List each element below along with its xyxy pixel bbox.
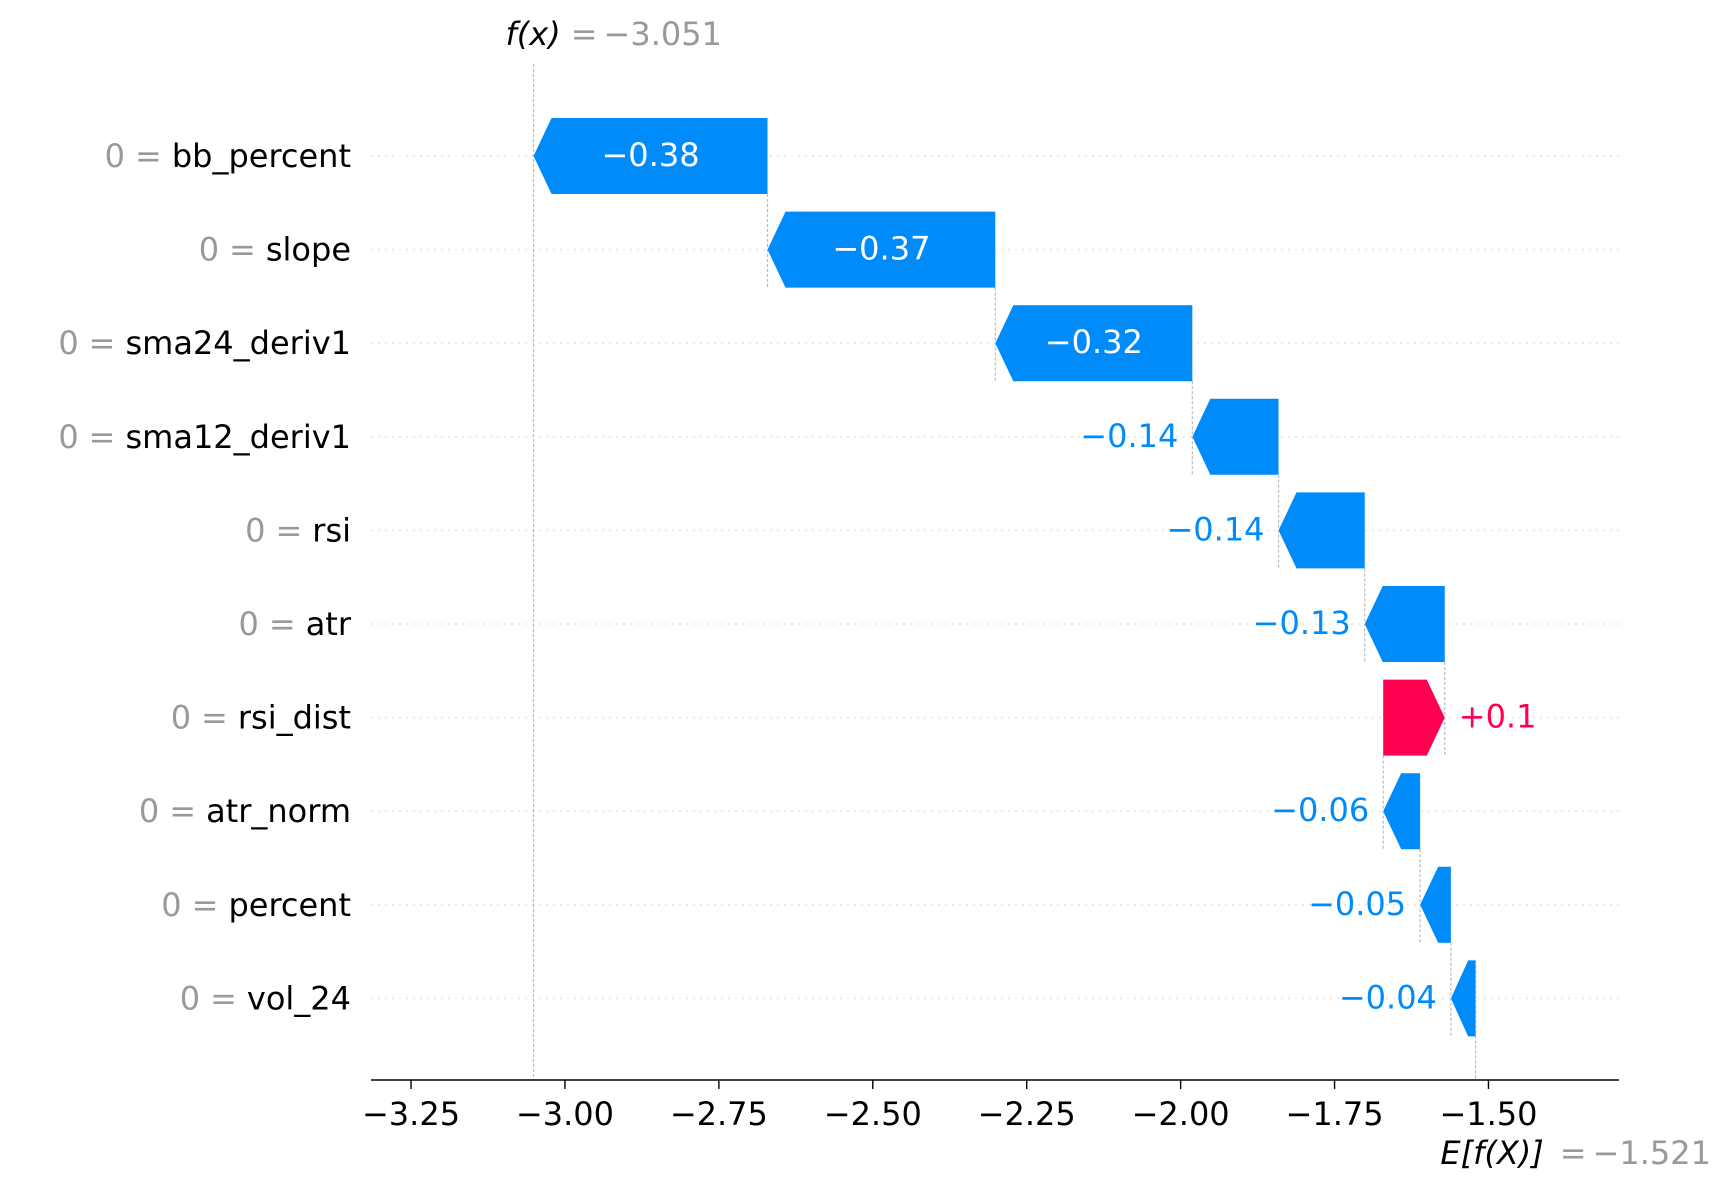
equals: =	[571, 15, 598, 53]
equals: =	[210, 979, 237, 1017]
output-label: f(x) = −3.051	[506, 15, 722, 53]
feature-name: sma24_deriv1	[125, 324, 351, 362]
feature-value: 0	[58, 324, 78, 362]
equals: =	[229, 231, 256, 269]
feature-name: vol_24	[247, 979, 351, 1017]
bar	[1450, 960, 1476, 1037]
bar	[995, 305, 1193, 382]
x-tick-label: −3.25	[362, 1095, 460, 1133]
value-label: +0.1	[1459, 698, 1537, 736]
feature-value: 0	[139, 792, 159, 830]
value-label: −0.05	[1308, 885, 1406, 923]
bar	[1383, 679, 1445, 756]
value-label: −0.04	[1339, 978, 1437, 1016]
value-label: −0.13	[1253, 604, 1351, 642]
x-tick-label: −3.00	[516, 1095, 614, 1133]
output-name: f(x)	[506, 15, 561, 53]
bar	[1278, 492, 1365, 569]
feature-value: 0	[161, 886, 181, 924]
bar	[1420, 866, 1451, 943]
feature-name: atr	[306, 605, 352, 643]
feature-name: rsi_dist	[238, 699, 351, 737]
feature-value: 0	[171, 699, 191, 737]
feature-name: atr_norm	[206, 792, 351, 830]
feature-label: 0 = percent	[161, 886, 351, 924]
x-tick-label: −2.75	[670, 1095, 768, 1133]
equals: =	[89, 418, 116, 456]
base-value: −1.521	[1593, 1134, 1711, 1172]
feature-label: 0 = bb_percent	[105, 137, 351, 175]
x-tick-label: −1.50	[1439, 1095, 1537, 1133]
x-tick-label: −2.50	[824, 1095, 922, 1133]
equals: =	[269, 605, 296, 643]
feature-value: 0	[239, 605, 259, 643]
equals: =	[169, 792, 196, 830]
equals: =	[135, 137, 162, 175]
bar	[767, 211, 996, 288]
feature-name: slope	[266, 231, 351, 269]
value-label: −0.38	[601, 136, 699, 174]
bar	[1192, 398, 1279, 475]
feature-label: 0 = rsi_dist	[171, 699, 351, 737]
equals: =	[192, 886, 219, 924]
feature-value: 0	[245, 511, 265, 549]
value-label: −0.14	[1166, 510, 1264, 548]
bar	[1383, 773, 1421, 850]
feature-label: 0 = atr_norm	[139, 792, 351, 830]
feature-label: 0 = atr	[239, 605, 352, 643]
feature-name: rsi	[312, 511, 351, 549]
bar	[1364, 586, 1445, 662]
feature-label: 0 = vol_24	[180, 979, 351, 1017]
feature-name: bb_percent	[172, 137, 351, 175]
base-label: E[f(X)] = −1.521	[1440, 1134, 1711, 1172]
base-name: E[f(X)]	[1440, 1134, 1543, 1172]
equals: =	[89, 324, 116, 362]
equals: =	[275, 511, 302, 549]
feature-label: 0 = slope	[199, 231, 351, 269]
value-label: −0.32	[1045, 323, 1143, 361]
x-tick-label: −2.25	[978, 1095, 1076, 1133]
equals: =	[1560, 1134, 1587, 1172]
bar	[533, 118, 768, 194]
feature-name: sma12_deriv1	[125, 418, 351, 456]
output-value: −3.051	[604, 15, 722, 53]
feature-label: 0 = sma12_deriv1	[58, 418, 351, 456]
value-label: −0.14	[1080, 417, 1178, 455]
feature-label: 0 = sma24_deriv1	[58, 324, 351, 362]
feature-label: 0 = rsi	[245, 511, 351, 549]
feature-value: 0	[105, 137, 125, 175]
value-label: −0.37	[832, 230, 930, 268]
feature-value: 0	[199, 231, 219, 269]
x-tick-label: −1.75	[1286, 1095, 1384, 1133]
feature-name: percent	[228, 886, 351, 924]
value-label: −0.06	[1271, 791, 1369, 829]
feature-value: 0	[180, 979, 200, 1017]
feature-value: 0	[58, 418, 78, 456]
x-tick-label: −2.00	[1132, 1095, 1230, 1133]
equals: =	[201, 699, 228, 737]
